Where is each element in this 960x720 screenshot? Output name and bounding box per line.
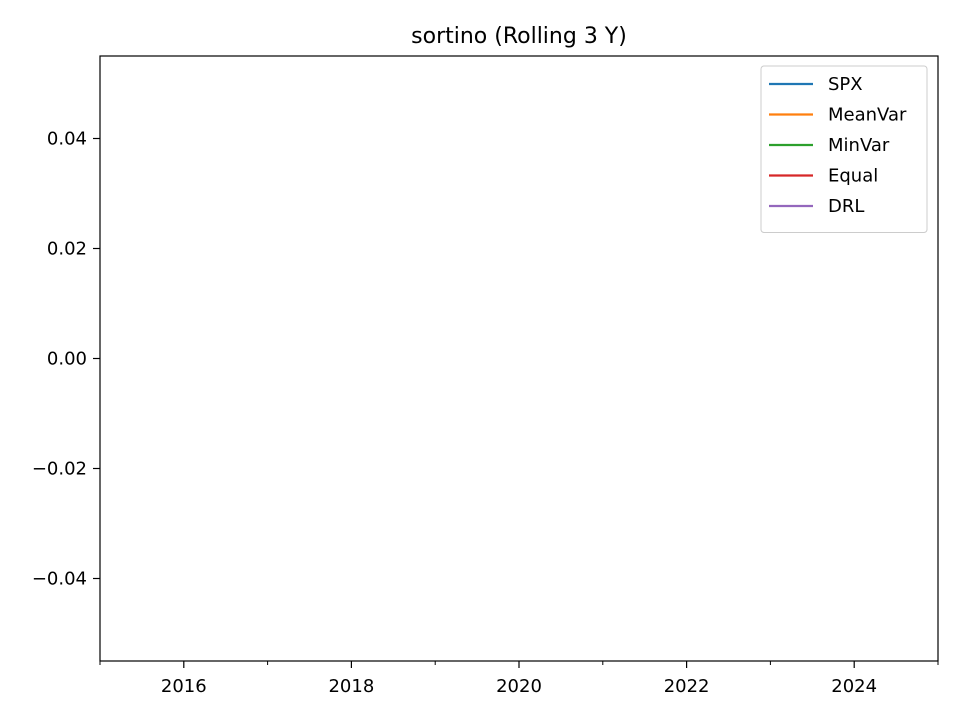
x-tick-label: 2016 bbox=[161, 676, 207, 697]
legend-label: DRL bbox=[828, 196, 864, 217]
y-tick-label: 0.04 bbox=[47, 129, 87, 150]
legend-label: SPX bbox=[828, 74, 863, 95]
y-axis: −0.04 −0.02 0.00 0.02 0.04 bbox=[32, 129, 100, 590]
x-tick-label: 2020 bbox=[496, 676, 542, 697]
x-tick-label: 2018 bbox=[328, 676, 374, 697]
y-tick-label: 0.02 bbox=[47, 239, 87, 260]
x-tick-label: 2024 bbox=[831, 676, 877, 697]
x-tick-label: 2022 bbox=[664, 676, 710, 697]
chart-title: sortino (Rolling 3 Y) bbox=[411, 24, 627, 49]
legend-label: Equal bbox=[828, 166, 878, 187]
y-tick-label: 0.00 bbox=[47, 349, 87, 370]
legend-box bbox=[760, 65, 928, 233]
y-tick-label: −0.04 bbox=[32, 569, 87, 590]
legend: SPX MeanVar MinVar Equal DRL bbox=[760, 65, 928, 233]
x-axis: 2016 2018 2020 2022 2024 bbox=[99, 661, 939, 697]
legend-label: MinVar bbox=[828, 135, 890, 156]
y-tick-label: −0.02 bbox=[32, 459, 87, 480]
legend-label: MeanVar bbox=[828, 105, 907, 126]
